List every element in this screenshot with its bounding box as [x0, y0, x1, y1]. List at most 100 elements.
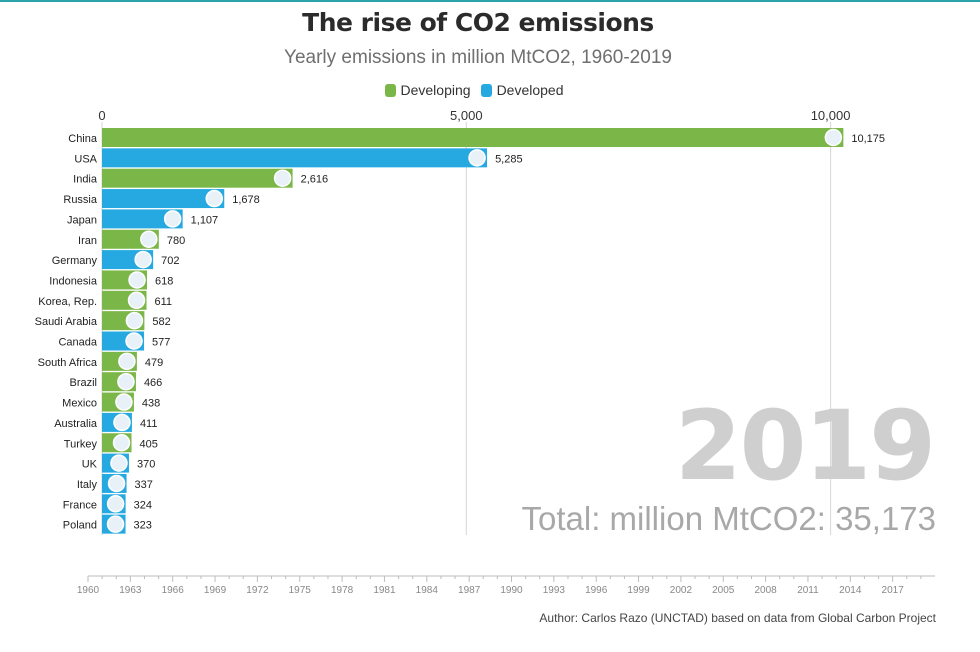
bar-marker-icon	[205, 189, 224, 208]
category-label: Australia	[54, 418, 98, 430]
category-label: Italy	[77, 479, 98, 491]
category-label: USA	[74, 153, 97, 165]
bar	[102, 128, 844, 147]
timeline-tick-label: 2014	[839, 585, 862, 596]
value-label: 10,175	[851, 133, 885, 145]
timeline-tick-label: 2005	[712, 585, 735, 596]
value-label: 405	[140, 438, 158, 450]
timeline-tick-label: 1987	[458, 585, 481, 596]
legend-item-developed[interactable]: Developed	[480, 82, 564, 98]
value-label: 411	[140, 418, 158, 430]
category-label: Poland	[63, 520, 97, 532]
category-label: Russia	[63, 194, 98, 206]
timeline-tick-label: 1981	[373, 585, 396, 596]
bar-marker-icon	[468, 149, 486, 167]
bar	[102, 209, 183, 229]
legend-swatch-developing	[384, 83, 396, 97]
value-label: 479	[145, 357, 163, 369]
legend-label-developed: Developed	[496, 82, 564, 98]
value-label: 780	[167, 235, 185, 247]
top-accent-line	[0, 0, 980, 2]
timeline-tick-label: 2002	[670, 585, 693, 596]
value-label: 337	[135, 479, 153, 491]
bar-marker-icon	[125, 311, 144, 330]
value-label: 466	[144, 377, 162, 389]
bar-marker-icon	[125, 332, 143, 350]
bar-marker-icon	[118, 352, 136, 371]
bar	[102, 148, 488, 168]
timeline-tick-label: 1978	[331, 585, 354, 596]
value-label: 582	[152, 316, 170, 328]
category-label: South Africa	[38, 357, 98, 369]
x-tick-label: 10,000	[811, 108, 851, 123]
category-label: Turkey	[64, 438, 98, 450]
value-label: 1,107	[191, 214, 219, 226]
bar-marker-icon	[113, 413, 131, 432]
timeline-tick-label: 1993	[543, 585, 566, 596]
category-label: Mexico	[62, 398, 97, 410]
legend: Developing Developed	[0, 82, 948, 98]
bar	[102, 189, 225, 209]
timeline-tick-label: 1969	[204, 585, 227, 596]
current-year-label: 2019	[674, 390, 936, 502]
category-label: Germany	[52, 255, 98, 267]
bar	[102, 168, 293, 188]
category-label: Saudi Arabia	[35, 316, 98, 328]
value-label: 2,616	[301, 174, 329, 186]
value-label: 5,285	[495, 153, 523, 165]
category-label: France	[63, 499, 97, 511]
bar-marker-icon	[115, 393, 133, 411]
value-label: 370	[137, 459, 155, 471]
timeline-tick-label: 1984	[416, 585, 439, 596]
timeline-tick-label: 2008	[754, 585, 777, 596]
bar-marker-icon	[107, 474, 126, 493]
category-label: Iran	[78, 235, 97, 247]
value-label: 324	[134, 499, 152, 511]
value-label: 323	[134, 520, 152, 532]
timeline-tick-label: 1996	[585, 585, 608, 596]
timeline-tick-label: 1990	[500, 585, 523, 596]
category-label: Canada	[58, 337, 97, 349]
category-label: Japan	[67, 214, 97, 226]
bar-marker-icon	[112, 434, 131, 452]
bar-marker-icon	[163, 210, 182, 228]
bar-marker-icon	[110, 454, 128, 472]
bar-marker-icon	[117, 372, 135, 391]
bar-marker-icon	[106, 495, 125, 513]
timeline-tick-label: 1966	[162, 585, 185, 596]
author-credit: Author: Carlos Razo (UNCTAD) based on da…	[539, 611, 936, 625]
bar-marker-icon	[273, 169, 292, 187]
value-label: 618	[155, 275, 173, 287]
timeline-tick-label: 1960	[77, 585, 100, 596]
category-label: UK	[82, 459, 98, 471]
timeline-tick-label: 1963	[119, 585, 142, 596]
bar-marker-icon	[134, 250, 152, 269]
legend-label-developing: Developing	[400, 82, 471, 98]
category-label: Indonesia	[49, 275, 98, 287]
legend-swatch-developed	[480, 83, 492, 97]
total-emissions-label: Total: million MtCO2: 35,173	[521, 500, 936, 537]
timeline-tick-label: 1972	[246, 585, 269, 596]
chart-title: The rise of CO2 emissions	[302, 8, 654, 37]
value-label: 1,678	[232, 194, 260, 206]
category-label: China	[68, 133, 98, 145]
timeline-tick-label: 2017	[882, 585, 905, 596]
x-tick-label: 5,000	[450, 108, 483, 123]
timeline-tick-label: 2011	[797, 585, 819, 596]
bar-marker-icon	[824, 128, 843, 147]
category-label: Brazil	[69, 377, 97, 389]
value-label: 577	[152, 337, 170, 349]
category-label: India	[73, 174, 98, 186]
timeline-tick-label: 1999	[627, 585, 650, 596]
legend-item-developing[interactable]: Developing	[384, 82, 471, 98]
value-label: 611	[155, 296, 173, 308]
bar-marker-icon	[106, 515, 125, 533]
bar-marker-icon	[128, 271, 146, 289]
category-label: Korea, Rep.	[38, 296, 97, 308]
value-label: 702	[161, 255, 179, 267]
chart-subtitle: Yearly emissions in million MtCO2, 1960-…	[284, 47, 672, 68]
timeline-tick-label: 1975	[289, 585, 312, 596]
x-tick-label: 0	[98, 108, 105, 123]
value-label: 438	[142, 398, 160, 410]
